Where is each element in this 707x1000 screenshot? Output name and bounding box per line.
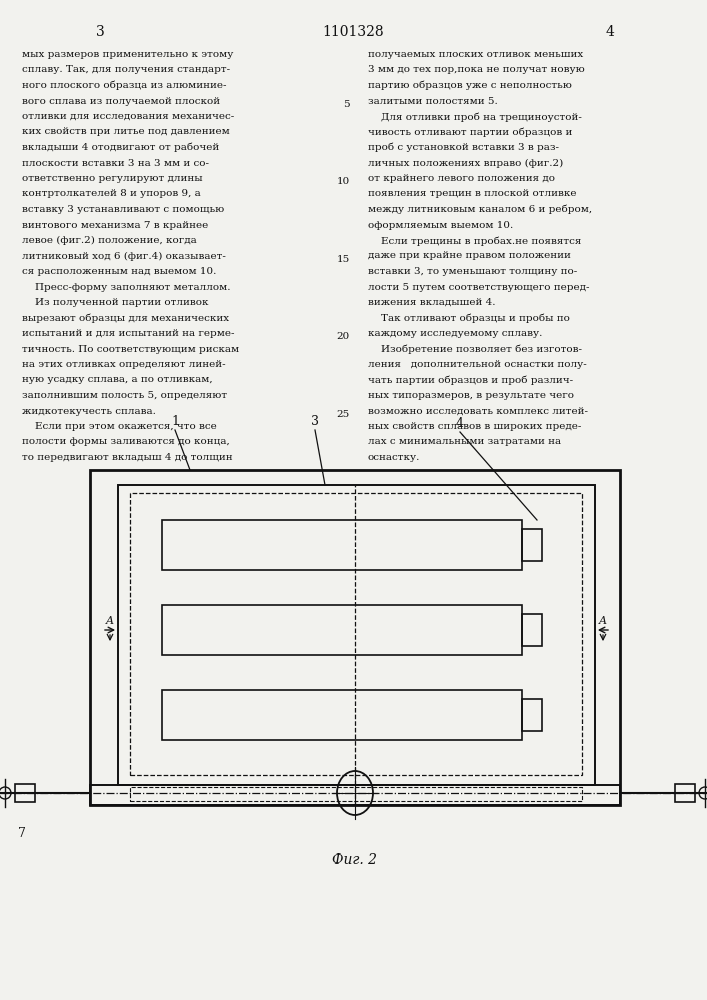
Text: левое (фиг.2) положение, когда: левое (фиг.2) положение, когда [22,236,197,245]
Text: чать партии образцов и проб различ-: чать партии образцов и проб различ- [368,375,573,385]
Text: Так отливают образцы и пробы по: Так отливают образцы и пробы по [368,314,570,323]
Bar [162,690,522,740]
Text: A: A [106,616,114,626]
Text: сплаву. Так, для получения стандарт-: сплаву. Так, для получения стандарт- [22,66,230,75]
Text: 3 мм до тех пор,пока не получат новую: 3 мм до тех пор,пока не получат новую [368,66,585,75]
Text: Изобретение позволяет без изготов-: Изобретение позволяет без изготов- [368,344,582,354]
Text: Если трещины в пробах.не появятся: Если трещины в пробах.не появятся [368,236,581,245]
Text: ся расположенным над выемом 10.: ся расположенным над выемом 10. [22,267,216,276]
Circle shape [0,787,11,799]
Text: ления   дополнительной оснастки полу-: ления дополнительной оснастки полу- [368,360,587,369]
Text: вижения вкладышей 4.: вижения вкладышей 4. [368,298,496,307]
Text: Фиг. 2: Фиг. 2 [332,853,378,867]
Bar [522,529,542,561]
Text: на этих отливках определяют линей-: на этих отливках определяют линей- [22,360,226,369]
Text: получаемых плоских отливок меньших: получаемых плоских отливок меньших [368,50,583,59]
Text: лах с минимальными затратами на: лах с минимальными затратами на [368,438,561,446]
Text: проб с установкой вставки 3 в раз-: проб с установкой вставки 3 в раз- [368,143,559,152]
Text: возможно исследовать комплекс литей-: возможно исследовать комплекс литей- [368,406,588,416]
Text: 7: 7 [18,827,26,840]
Text: 25: 25 [337,410,350,419]
Text: мых размеров применительно к этому: мых размеров применительно к этому [22,50,233,59]
Text: плоскости вставки 3 на 3 мм и со-: плоскости вставки 3 на 3 мм и со- [22,158,209,167]
Text: 1: 1 [171,415,179,428]
Bar [522,699,542,731]
Text: жидкотекучесть сплава.: жидкотекучесть сплава. [22,406,156,416]
Text: то передвигают вкладыш 4 до толщин: то передвигают вкладыш 4 до толщин [22,453,233,462]
Text: ного плоского образца из алюминие-: ного плоского образца из алюминие- [22,81,226,91]
Text: чивость отливают партии образцов и: чивость отливают партии образцов и [368,127,573,137]
Text: появления трещин в плоской отливке: появления трещин в плоской отливке [368,190,576,198]
Text: отливки для исследования механичес-: отливки для исследования механичес- [22,112,234,121]
Bar [15,784,35,802]
Text: вставки 3, то уменьшают толщину по-: вставки 3, то уменьшают толщину по- [368,267,577,276]
Text: ных свойств сплавов в широких преде-: ных свойств сплавов в широких преде- [368,422,581,431]
Text: партию образцов уже с неполностью: партию образцов уже с неполностью [368,81,572,91]
Bar [90,785,620,805]
Text: вого сплава из получаемой плоской: вого сплава из получаемой плоской [22,97,220,105]
Bar [675,784,695,802]
Text: 3: 3 [311,415,319,428]
Text: 4: 4 [456,417,464,430]
Text: Из полученной партии отливок: Из полученной партии отливок [22,298,209,307]
Text: 1101328: 1101328 [322,25,384,39]
Text: A: A [599,616,607,626]
Text: оснастку.: оснастку. [368,453,421,462]
Text: 15: 15 [337,255,350,264]
Text: Пресс-форму заполняют металлом.: Пресс-форму заполняют металлом. [22,282,230,292]
Text: винтового механизма 7 в крайнее: винтового механизма 7 в крайнее [22,221,209,230]
Text: 20: 20 [337,332,350,341]
Bar [162,520,522,570]
Bar [162,605,522,655]
Text: контртолкателей 8 и упоров 9, а: контртолкателей 8 и упоров 9, а [22,190,201,198]
Text: Для отливки проб на трещиноустой-: Для отливки проб на трещиноустой- [368,112,582,121]
Text: оформляемым выемом 10.: оформляемым выемом 10. [368,221,513,230]
Text: ких свойств при литье под давлением: ких свойств при литье под давлением [22,127,230,136]
Circle shape [699,787,707,799]
Text: между литниковым каналом 6 и ребром,: между литниковым каналом 6 и ребром, [368,205,592,215]
Text: личных положениях вправо (фиг.2): личных положениях вправо (фиг.2) [368,158,563,168]
Text: Если при этом окажется, что все: Если при этом окажется, что все [22,422,217,431]
Text: 4: 4 [606,25,614,39]
Bar [90,470,620,805]
Text: лости 5 путем соответствующего перед-: лости 5 путем соответствующего перед- [368,282,590,292]
Text: ных типоразмеров, в результате чего: ных типоразмеров, в результате чего [368,391,574,400]
Text: литниковый ход 6 (фиг.4) оказывает-: литниковый ход 6 (фиг.4) оказывает- [22,251,226,261]
Text: вставку 3 устанавливают с помощью: вставку 3 устанавливают с помощью [22,205,224,214]
Text: 3: 3 [95,25,105,39]
Text: 5: 5 [344,100,350,109]
Text: испытаний и для испытаний на герме-: испытаний и для испытаний на герме- [22,329,235,338]
Text: заполнившим полость 5, определяют: заполнившим полость 5, определяют [22,391,227,400]
Text: тичность. По соответствующим рискам: тичность. По соответствующим рискам [22,344,239,354]
Text: вырезают образцы для механических: вырезают образцы для механических [22,314,229,323]
Bar [118,485,595,785]
Text: полости формы заливаются до конца,: полости формы заливаются до конца, [22,438,230,446]
Text: от крайнего левого положения до: от крайнего левого положения до [368,174,555,183]
Text: ответственно регулируют длины: ответственно регулируют длины [22,174,203,183]
Bar [130,493,582,775]
Bar [522,614,542,646]
Text: залитыми полостями 5.: залитыми полостями 5. [368,97,498,105]
Text: 10: 10 [337,177,350,186]
Text: ную усадку сплава, а по отливкам,: ную усадку сплава, а по отливкам, [22,375,213,384]
Text: даже при крайне правом положении: даже при крайне правом положении [368,251,571,260]
Text: вкладыши 4 отодвигают от рабочей: вкладыши 4 отодвигают от рабочей [22,143,219,152]
Text: каждому исследуемому сплаву.: каждому исследуемому сплаву. [368,329,542,338]
Bar [130,787,582,801]
